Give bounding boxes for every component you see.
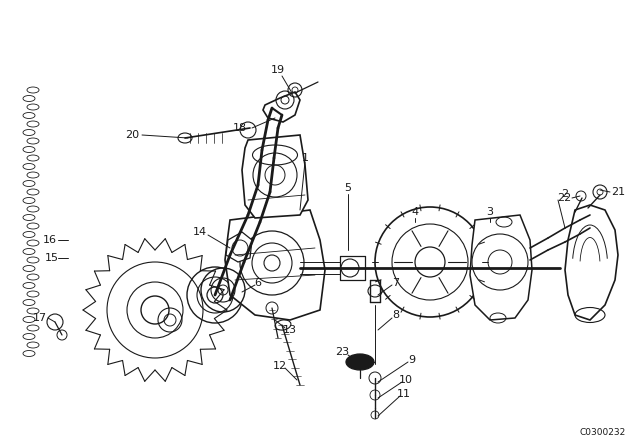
Text: 14: 14	[193, 227, 207, 237]
Text: 8: 8	[392, 310, 399, 320]
Text: 22: 22	[557, 193, 571, 203]
Polygon shape	[242, 135, 308, 218]
Polygon shape	[226, 232, 252, 262]
Text: 11: 11	[397, 389, 411, 399]
Polygon shape	[263, 92, 300, 122]
Text: 13: 13	[283, 325, 297, 335]
Text: 4: 4	[412, 207, 419, 217]
Text: 6: 6	[255, 278, 262, 288]
Text: 19: 19	[271, 65, 285, 75]
Polygon shape	[565, 205, 618, 320]
Text: 1: 1	[301, 153, 308, 163]
Text: 2: 2	[561, 189, 568, 199]
Text: 7: 7	[392, 278, 399, 288]
Text: 18: 18	[233, 123, 247, 133]
Text: C0300232: C0300232	[580, 427, 627, 436]
Text: 20: 20	[125, 130, 139, 140]
Polygon shape	[225, 210, 325, 320]
Ellipse shape	[346, 354, 374, 370]
Text: 5: 5	[344, 183, 351, 193]
Text: 17: 17	[33, 313, 47, 323]
Text: 15: 15	[45, 253, 59, 263]
Text: 12: 12	[273, 361, 287, 371]
Text: 16: 16	[43, 235, 57, 245]
Polygon shape	[470, 215, 532, 320]
Text: 10: 10	[399, 375, 413, 385]
Text: 21: 21	[611, 187, 625, 197]
Text: 3: 3	[486, 207, 493, 217]
Text: 23: 23	[335, 347, 349, 357]
Text: 9: 9	[408, 355, 415, 365]
